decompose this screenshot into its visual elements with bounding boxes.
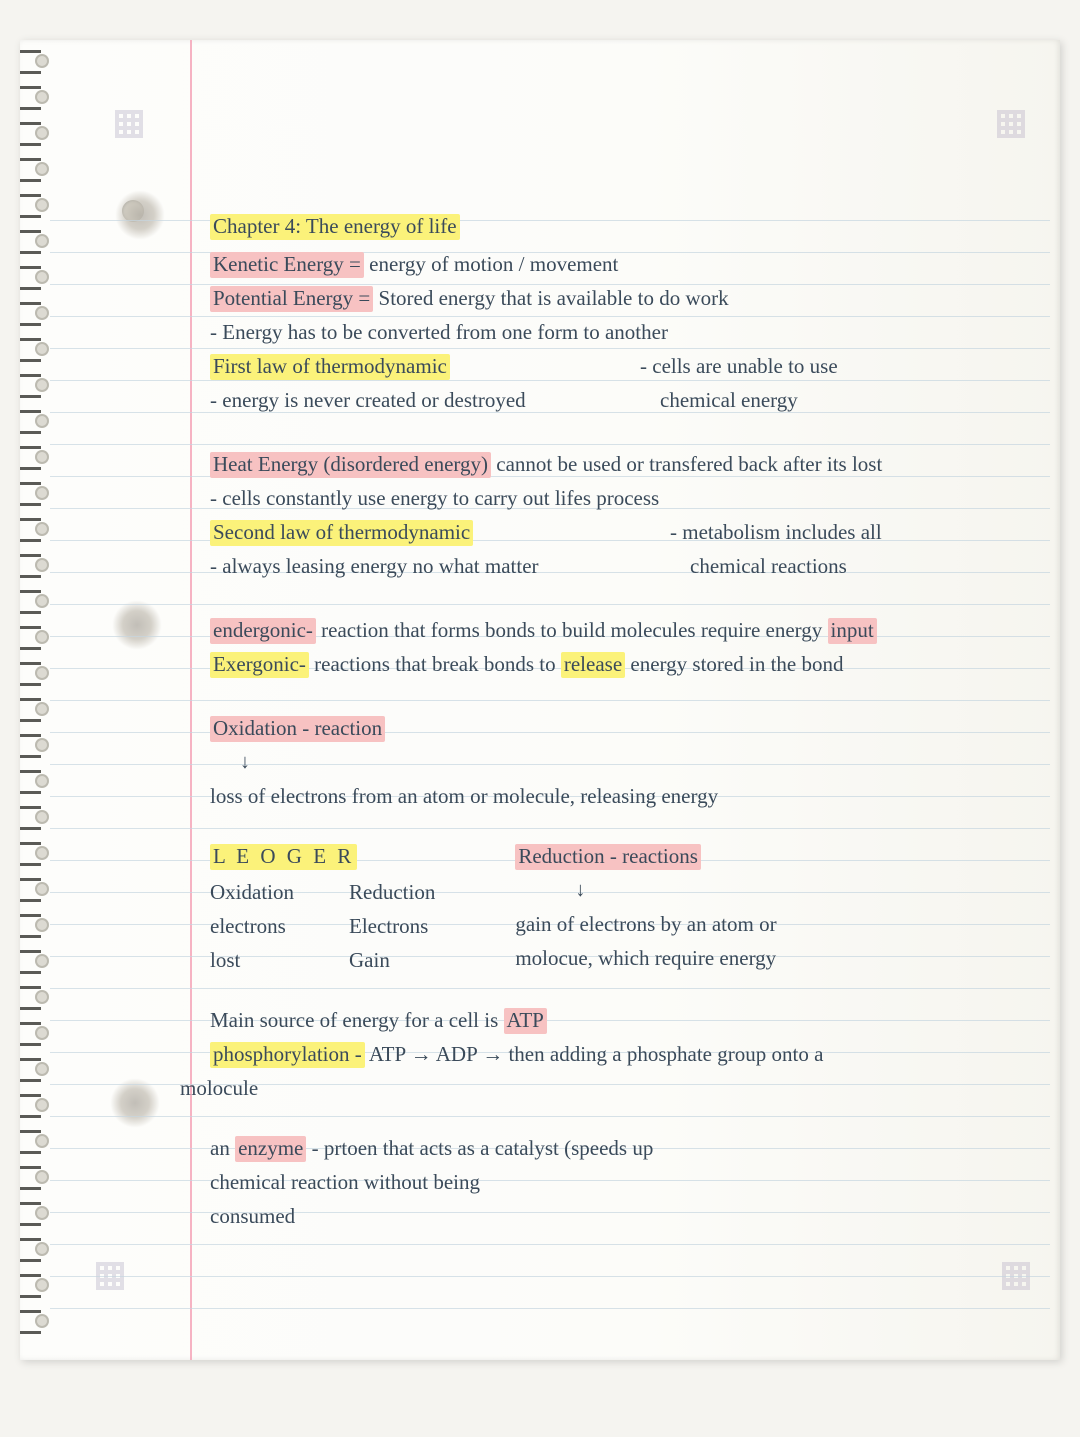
atp-hl: ATP <box>504 1008 547 1034</box>
side-note: - cells are unable to use <box>640 350 838 382</box>
enzyme-def2: chemical reaction without being <box>210 1166 1020 1198</box>
exergonic-label: Exergonic- <box>210 652 309 678</box>
side-note: - metabolism includes all <box>670 516 882 548</box>
arrow-down-icon: ↓ <box>575 874 776 906</box>
smudge <box>115 190 165 240</box>
page-marker-icon <box>115 110 143 138</box>
smudge <box>112 600 162 650</box>
potential-label: Potential Energy = <box>210 286 373 312</box>
enzyme-label: enzyme <box>235 1136 306 1162</box>
leo-ger-title: L E O G E R <box>210 844 357 870</box>
oxidation-def: loss of electrons from an atom or molecu… <box>210 780 1020 812</box>
spiral-binding <box>20 40 52 1360</box>
table-cell: Oxidation <box>210 876 294 908</box>
first-law: First law of thermodynamic <box>210 354 450 380</box>
arrow-down-icon: ↓ <box>240 746 1020 778</box>
reduction-def: gain of electrons by an atom or <box>515 908 776 940</box>
atp-pre: Main source of energy for a cell is <box>210 1008 504 1032</box>
kinetic-label: Kenetic Energy = <box>210 252 364 278</box>
endergonic-def: reaction that forms bonds to build molec… <box>316 618 828 642</box>
enzyme-def: - prtoen that acts as a catalyst (speeds… <box>306 1136 653 1160</box>
side-note: chemical reactions <box>690 550 847 582</box>
second-law: Second law of thermodynamic <box>210 520 473 546</box>
convert-note: - Energy has to be converted from one fo… <box>210 316 1020 348</box>
notebook-page: Chapter 4: The energy of life Kenetic En… <box>20 40 1060 1360</box>
kinetic-def: energy of motion / movement <box>364 252 618 276</box>
table-cell: electrons <box>210 910 294 942</box>
table-cell: lost <box>210 944 294 976</box>
handwritten-content: Chapter 4: The energy of life Kenetic En… <box>210 210 1020 1234</box>
cells-bullet: - cells constantly use energy to carry o… <box>210 482 1020 514</box>
table-cell: Gain <box>349 944 435 976</box>
table-cell: Electrons <box>349 910 435 942</box>
input-hl: input <box>828 618 877 644</box>
release-hl: release <box>561 652 625 678</box>
heat-def: cannot be used or transfered back after … <box>491 452 882 476</box>
enzyme-def3: consumed <box>210 1200 1020 1232</box>
phosphorylation-def2: molocule <box>180 1072 1020 1104</box>
second-law-bullet: - always leasing energy no what matter <box>210 554 539 578</box>
first-law-bullet: - energy is never created or destroyed <box>210 388 526 412</box>
leo-ger-table: Oxidation electrons lost Reduction Elect… <box>210 876 435 976</box>
reduction-def: molocue, which require energy <box>515 942 776 974</box>
page-marker-icon <box>997 110 1025 138</box>
exergonic-def: reactions that break bonds to <box>309 652 561 676</box>
oxidation-label: Oxidation - reaction <box>210 716 385 742</box>
chapter-title: Chapter 4: The energy of life <box>210 214 460 240</box>
heat-label: Heat Energy (disordered energy) <box>210 452 491 478</box>
potential-def: Stored energy that is available to do wo… <box>373 286 728 310</box>
side-note: chemical energy <box>660 384 798 416</box>
phosphorylation-def: ATP → ADP → then adding a phosphate grou… <box>365 1042 824 1066</box>
table-cell: Reduction <box>349 876 435 908</box>
endergonic-label: endergonic- <box>210 618 316 644</box>
exergonic-def2: energy stored in the bond <box>625 652 843 676</box>
reduction-label: Reduction - reactions <box>515 844 701 870</box>
phosphorylation-label: phosphorylation - <box>210 1042 365 1068</box>
enzyme-pre: an <box>210 1136 235 1160</box>
smudge <box>110 1078 160 1128</box>
